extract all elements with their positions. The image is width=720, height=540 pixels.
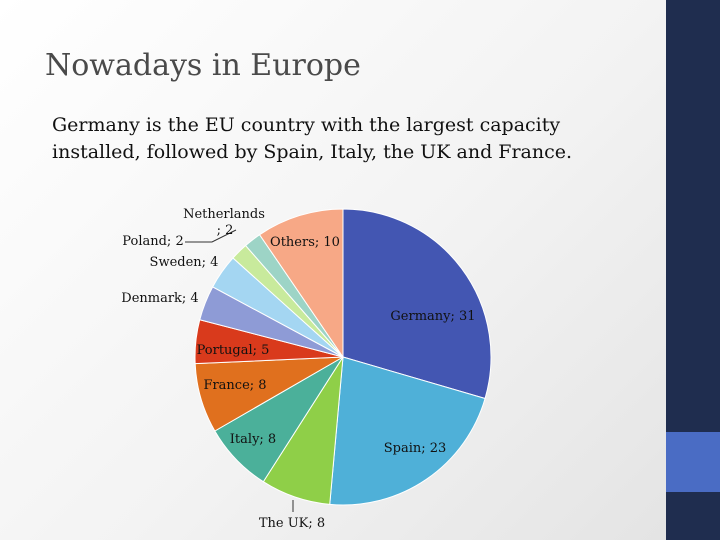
slide-sidebar-accent (666, 432, 720, 492)
slide-title: Nowadays in Europe (45, 48, 361, 83)
pie-slice-germany (342, 208, 492, 400)
pie-label-netherlands: Netherlands; 2 (183, 207, 265, 238)
pie-label-spain: Spain; 23 (384, 441, 447, 456)
pie-label-poland: Poland; 2 (122, 234, 183, 249)
pie-slice-others (258, 208, 344, 359)
pie-label-germany: Germany; 31 (390, 309, 475, 324)
slide-subtitle: Germany is the EU country with the large… (52, 114, 573, 163)
pie-label-others: Others; 10 (270, 235, 340, 250)
pie-label-portugal: Portugal; 5 (197, 343, 270, 358)
pie-slices (194, 208, 492, 506)
pie-label-italy: Italy; 8 (230, 432, 276, 447)
pie-label-the-uk: The UK; 8 (259, 516, 325, 531)
pie-label-sweden: Sweden; 4 (150, 255, 219, 270)
pie-slice-spain (329, 356, 486, 506)
pie-leader-lines (185, 229, 294, 512)
pie-label-denmark: Denmark; 4 (121, 291, 198, 306)
pie-labels: Germany; 31 Spain; 23 The UK; 8 Italy; 8 Fra… (121, 207, 475, 531)
pie-label-france: France; 8 (203, 378, 266, 393)
leader-line-poland (185, 229, 237, 243)
